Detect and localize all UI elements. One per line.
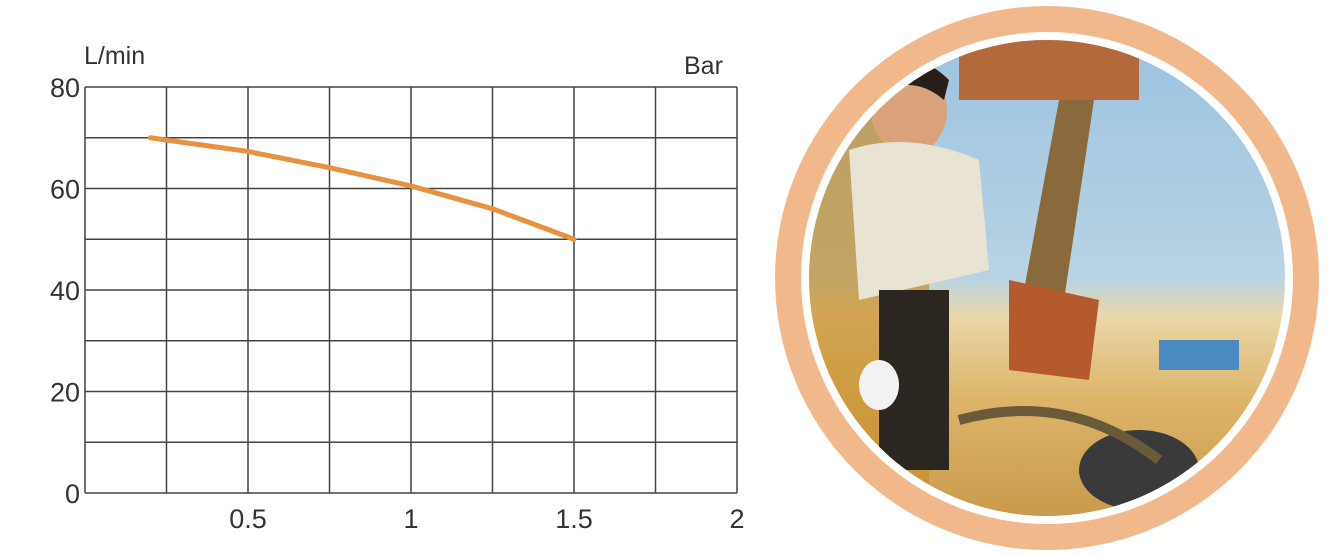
x-tick-label: 1.5 [555, 504, 593, 534]
grid [84, 86, 738, 494]
y-tick-label: 0 [65, 479, 80, 509]
y-tick-label: 80 [50, 73, 80, 103]
x-tick-label: 2 [729, 504, 744, 534]
y-axis-label: L/min [84, 42, 145, 70]
x-tick-label: 1 [403, 504, 418, 534]
y-tick-label: 20 [50, 378, 80, 408]
x-tick-label: 0.5 [229, 504, 267, 534]
worker-with-pump-photo [809, 40, 1285, 516]
x-axis-label: Bar [684, 52, 723, 80]
series-line [147, 135, 577, 242]
y-tick-label: 60 [50, 175, 80, 205]
flow-pressure-chart: L/min Bar 80 60 40 20 0 0.5 1 1.5 2 [50, 42, 745, 534]
photo-ring [775, 6, 1319, 550]
y-tick-label: 40 [50, 276, 80, 306]
